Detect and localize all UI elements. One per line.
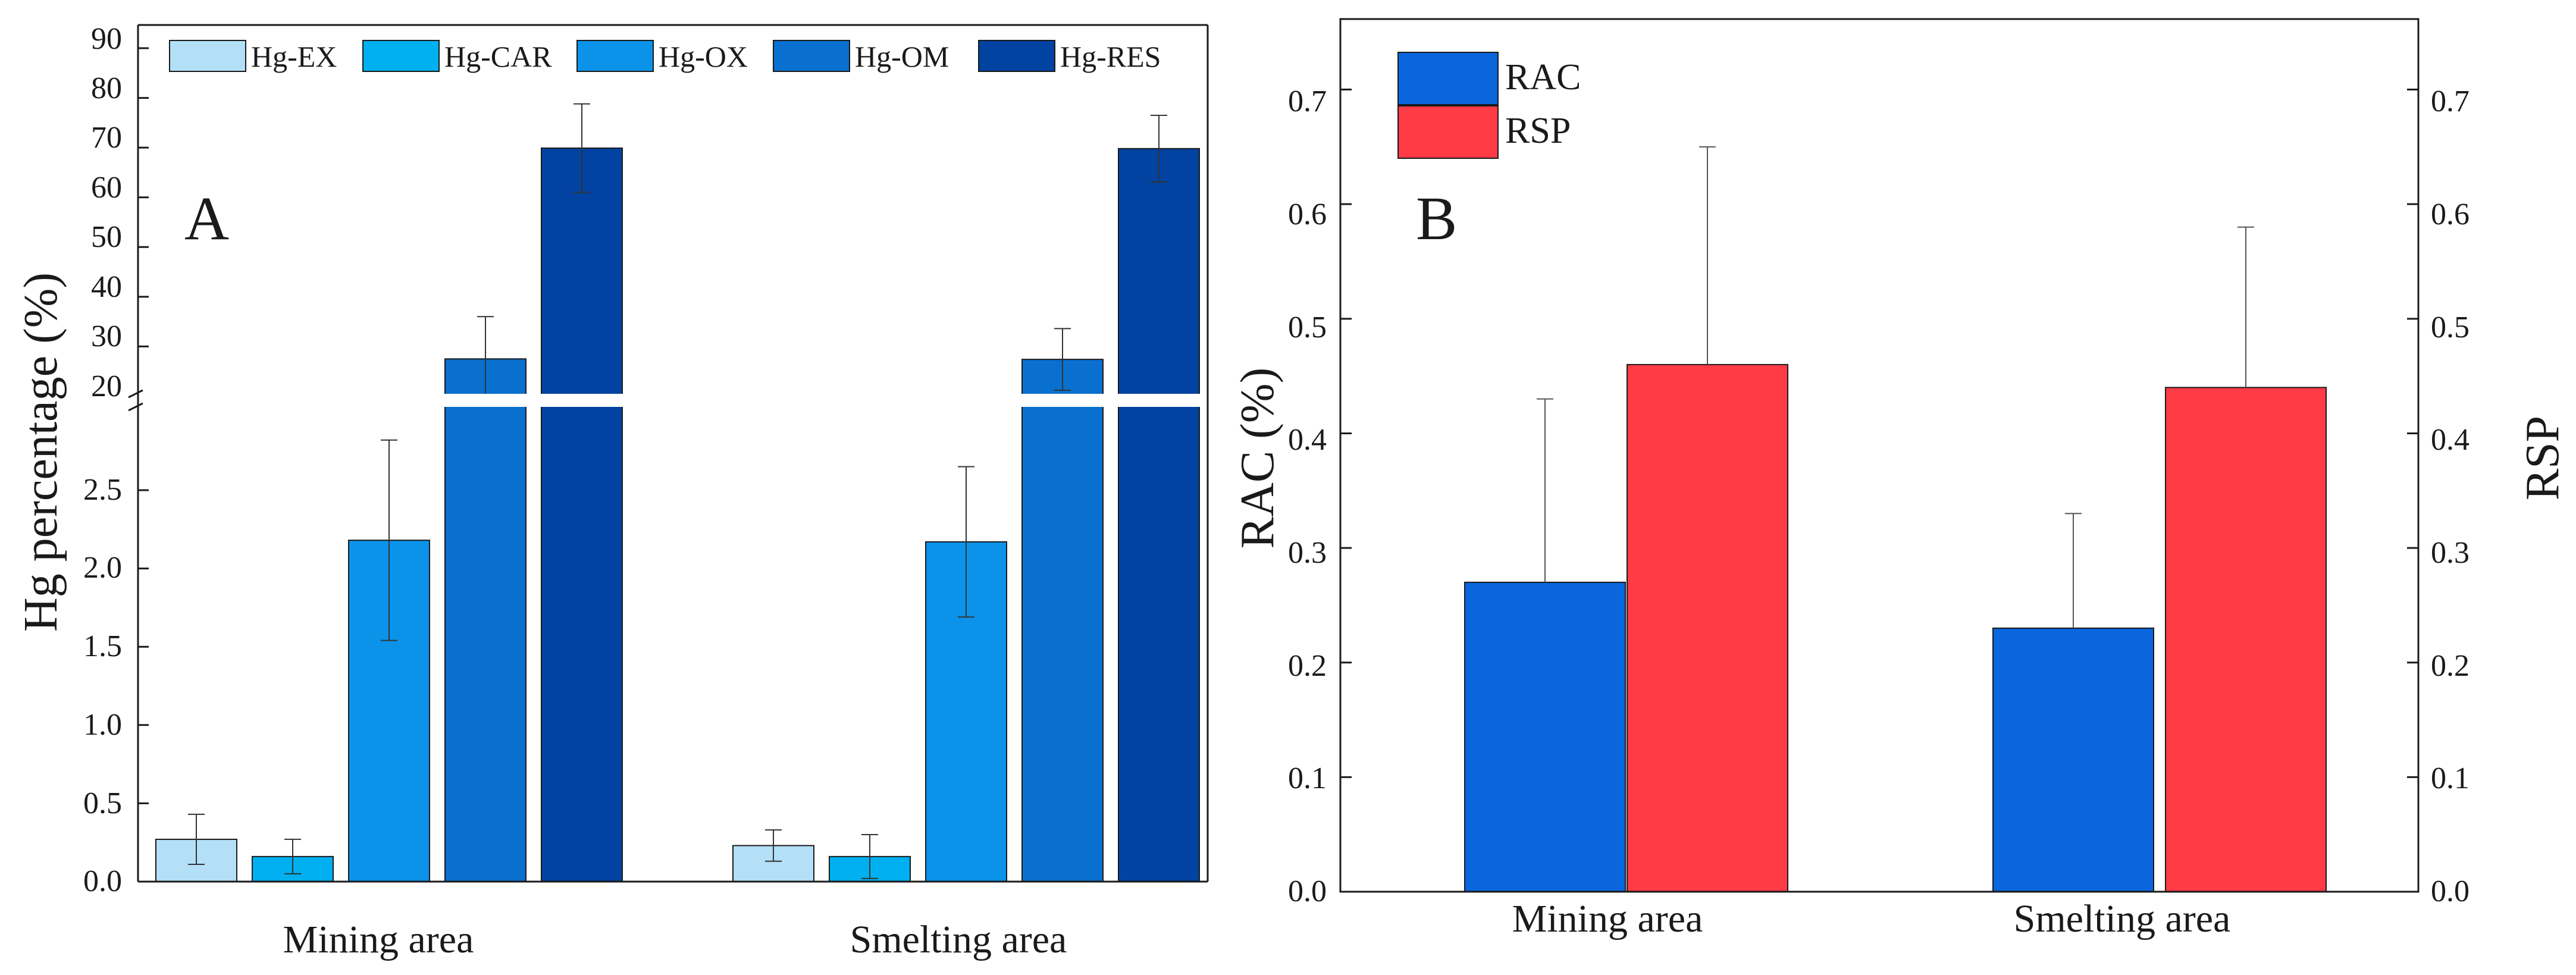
a-legend-item-0: Hg-EX (169, 40, 337, 73)
a-ytick-lower-1: 0.5 (83, 786, 122, 820)
b-bar-rac-1 (1992, 627, 2154, 892)
b-ylabel-right: RSP (2517, 416, 2569, 500)
a-ytick-lower-5: 2.5 (83, 473, 122, 507)
a-ytick-upper-1: 30 (91, 319, 122, 353)
a-axis-break-gap (125, 394, 1220, 407)
a-legend-swatch-4 (978, 40, 1055, 72)
panel-b-error-bars (1537, 146, 2254, 628)
b-ytick-left-5: 0.5 (1288, 311, 1327, 344)
b-ytick-left-4: 0.4 (1288, 423, 1327, 457)
panel-b-label: B (1416, 184, 1457, 253)
b-legend: RAC RSP (1397, 52, 1581, 159)
b-category-1: Smelting area (2014, 897, 2231, 940)
a-ytick-upper-2: 40 (91, 270, 122, 304)
b-legend-item-0: RAC (1397, 52, 1581, 105)
b-bar-rsp-1 (2165, 387, 2327, 892)
b-legend-item-1: RSP (1397, 105, 1571, 159)
a-ytick-upper-3: 50 (91, 220, 122, 254)
a-ytick-upper-4: 60 (91, 171, 122, 205)
b-ytick-right-4: 0.4 (2431, 423, 2470, 457)
a-bar-hg-om-0 (444, 358, 527, 882)
b-ytick-right-0: 0.0 (2431, 874, 2470, 908)
b-legend-label-0: RAC (1505, 57, 1581, 98)
a-ytick-lower-2: 1.0 (83, 708, 122, 742)
b-ytick-left-6: 0.6 (1288, 197, 1327, 231)
b-ytick-right-3: 0.3 (2431, 536, 2470, 570)
a-legend-label-3: Hg-OM (855, 40, 949, 73)
a-legend-item-4: Hg-RES (978, 40, 1161, 73)
a-bar-hg-om-1 (1021, 359, 1104, 882)
b-legend-swatch-1 (1397, 105, 1499, 159)
panel-a: 0.0 0.5 1.0 1.5 2.0 2.5 20 30 40 50 60 7… (15, 22, 1220, 961)
b-ylabel-left: RAC (%) (1231, 368, 1284, 548)
a-ylabel: Hg percentage (%) (15, 272, 67, 632)
b-ytick-left-7: 0.7 (1288, 84, 1327, 118)
a-legend-item-2: Hg-OX (576, 40, 748, 73)
a-bar-hg-res-0 (541, 147, 623, 882)
panel-b-left-ticks: 0.0 0.1 0.2 0.3 0.4 0.5 0.6 0.7 (1288, 84, 1327, 908)
b-ytick-right-1: 0.1 (2431, 761, 2470, 795)
panel-b-tick-marks (1340, 89, 2418, 893)
b-ytick-right-2: 0.2 (2431, 649, 2470, 683)
panel-b: 0.0 0.1 0.2 0.3 0.4 0.5 0.6 0.7 0.0 0.1 … (1231, 18, 2569, 940)
b-ytick-left-3: 0.3 (1288, 536, 1327, 570)
panel-a-label: A (184, 184, 229, 253)
a-legend-label-1: Hg-CAR (444, 40, 552, 73)
a-legend-item-1: Hg-CAR (362, 40, 552, 73)
b-category-0: Mining area (1512, 897, 1703, 940)
a-ytick-upper-7: 90 (91, 22, 122, 56)
panel-a-ticks: 0.0 0.5 1.0 1.5 2.0 2.5 20 30 40 50 60 7… (83, 22, 122, 898)
a-legend-swatch-1 (362, 40, 440, 72)
b-ytick-right-5: 0.5 (2431, 311, 2470, 344)
a-legend-swatch-2 (576, 40, 654, 72)
panel-a-bars (155, 147, 1200, 883)
b-ytick-right-7: 0.7 (2431, 84, 2470, 118)
a-legend-label-2: Hg-OX (659, 40, 748, 73)
b-legend-label-1: RSP (1505, 111, 1571, 151)
a-ytick-upper-0: 20 (91, 369, 122, 403)
b-ytick-left-2: 0.2 (1288, 649, 1327, 683)
a-axis-break-marks (128, 389, 143, 412)
b-ytick-left-1: 0.1 (1288, 761, 1327, 795)
a-category-0: Mining area (283, 918, 474, 961)
a-legend-label-4: Hg-RES (1060, 40, 1161, 73)
a-ytick-lower-0: 0.0 (83, 864, 122, 898)
a-ytick-lower-4: 2.0 (83, 551, 122, 585)
b-legend-swatch-0 (1397, 52, 1499, 105)
b-bar-rac-0 (1464, 581, 1626, 892)
b-frame (1339, 18, 2420, 893)
a-ytick-lower-3: 1.5 (83, 629, 122, 663)
a-ytick-upper-6: 80 (91, 71, 122, 105)
panel-b-right-ticks: 0.0 0.1 0.2 0.3 0.4 0.5 0.6 0.7 (2431, 84, 2470, 908)
a-legend-label-0: Hg-EX (251, 40, 337, 73)
a-legend: Hg-EX Hg-CAR Hg-OX Hg-OM Hg-RES (169, 40, 1161, 73)
a-frame (137, 24, 1209, 883)
a-category-1: Smelting area (850, 918, 1067, 961)
b-ytick-left-0: 0.0 (1288, 874, 1327, 908)
b-bar-rsp-0 (1627, 363, 1788, 892)
panel-b-bars (1464, 363, 2327, 892)
b-ytick-right-6: 0.6 (2431, 197, 2470, 231)
a-ytick-upper-5: 70 (91, 121, 122, 155)
a-legend-swatch-3 (773, 40, 850, 72)
a-legend-item-3: Hg-OM (773, 40, 949, 73)
a-bar-hg-res-1 (1118, 148, 1200, 882)
a-legend-swatch-0 (169, 40, 246, 72)
